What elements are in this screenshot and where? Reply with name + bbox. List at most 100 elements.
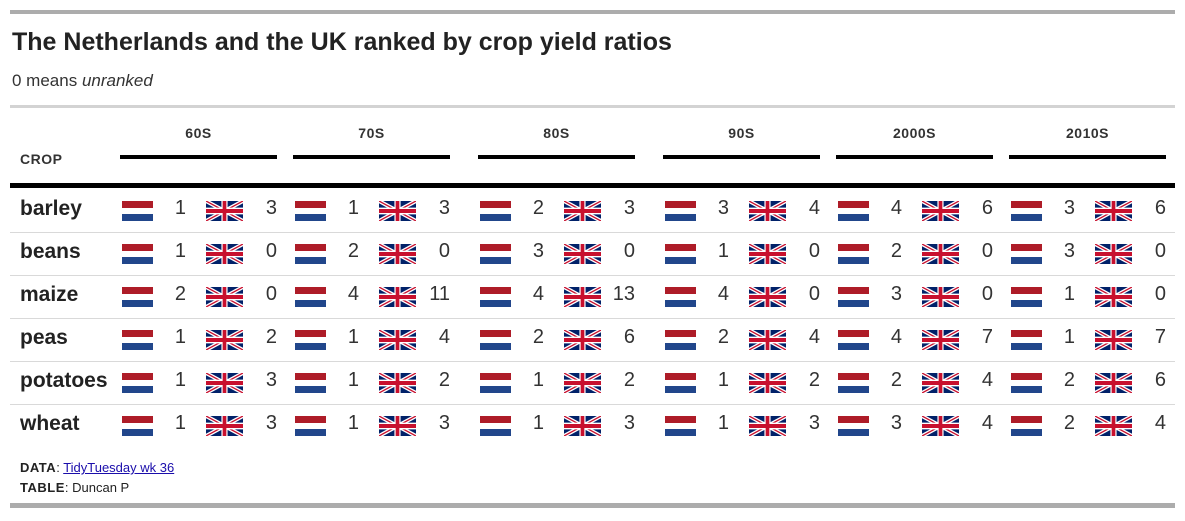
- nl-rank: 1: [1063, 283, 1075, 305]
- uk-rank: 3: [438, 412, 450, 434]
- decade-header: 80S: [543, 125, 570, 141]
- uk-flag-icon: [921, 414, 960, 438]
- uk-flag-icon: [563, 371, 602, 395]
- netherlands-flag-icon: [295, 373, 326, 393]
- uk-flag-icon: [378, 328, 417, 352]
- uk-flag-icon: [378, 242, 417, 266]
- footer-table-label: TABLE: [20, 480, 65, 495]
- uk-rank: 6: [1154, 197, 1166, 219]
- table-row: wheat 1 3 1 3 1 3 1 3 3 4 2 4: [10, 404, 1175, 447]
- netherlands-flag-icon: [122, 287, 153, 307]
- decade-header: 90S: [728, 125, 755, 141]
- uk-rank: 0: [265, 283, 277, 305]
- nl-rank: 1: [347, 369, 359, 391]
- uk-flag-icon: [921, 199, 960, 223]
- uk-rank: 3: [265, 412, 277, 434]
- nl-rank: 1: [347, 326, 359, 348]
- decade-header: 70S: [358, 125, 385, 141]
- uk-rank: 0: [981, 240, 993, 262]
- nl-rank: 4: [347, 283, 359, 305]
- nl-rank: 1: [174, 197, 186, 219]
- netherlands-flag-icon: [295, 287, 326, 307]
- netherlands-flag-icon: [1011, 416, 1042, 436]
- uk-rank: 4: [981, 369, 993, 391]
- uk-flag-icon: [1094, 328, 1133, 352]
- table-row: peas 1 2 1 4 2 6 2 4 4 7 1 7: [10, 318, 1175, 362]
- uk-rank: 4: [808, 326, 820, 348]
- uk-rank: 2: [438, 369, 450, 391]
- uk-rank: 4: [981, 412, 993, 434]
- footer-credit-name: Duncan P: [72, 480, 130, 495]
- uk-rank: 0: [1154, 240, 1166, 262]
- nl-rank: 2: [717, 326, 729, 348]
- nl-rank: 1: [532, 412, 544, 434]
- footer-data-label: DATA: [20, 460, 57, 475]
- netherlands-flag-icon: [665, 330, 696, 350]
- bottom-frame-bar: [10, 503, 1175, 508]
- nl-rank: 3: [717, 197, 729, 219]
- decade-underline: [836, 155, 993, 159]
- nl-rank: 1: [174, 326, 186, 348]
- netherlands-flag-icon: [1011, 201, 1042, 221]
- subtitle-emphasis: unranked: [81, 71, 153, 90]
- uk-flag-icon: [921, 242, 960, 266]
- nl-rank: 3: [890, 283, 902, 305]
- subtitle-divider: [10, 105, 1175, 108]
- uk-flag-icon: [748, 414, 787, 438]
- nl-rank: 1: [347, 197, 359, 219]
- netherlands-flag-icon: [122, 201, 153, 221]
- nl-rank: 1: [1063, 326, 1075, 348]
- uk-flag-icon: [378, 285, 417, 309]
- table-row: potatoes 1 3 1 2 1 2 1 2 2 4 2 6: [10, 361, 1175, 405]
- nl-rank: 1: [717, 412, 729, 434]
- uk-rank: 0: [438, 240, 450, 262]
- uk-rank: 3: [623, 197, 635, 219]
- uk-rank: 3: [438, 197, 450, 219]
- uk-rank: 4: [1154, 412, 1166, 434]
- nl-rank: 3: [1063, 240, 1075, 262]
- uk-rank: 3: [265, 197, 277, 219]
- nl-rank: 3: [890, 412, 902, 434]
- nl-rank: 4: [890, 197, 902, 219]
- nl-rank: 2: [174, 283, 186, 305]
- subtitle-lead: 0 means: [12, 71, 82, 90]
- uk-rank: 0: [981, 283, 993, 305]
- uk-flag-icon: [1094, 199, 1133, 223]
- uk-rank: 4: [438, 326, 450, 348]
- nl-rank: 3: [532, 240, 544, 262]
- uk-rank: 2: [265, 326, 277, 348]
- uk-rank: 3: [808, 412, 820, 434]
- crop-name: barley: [20, 197, 82, 220]
- netherlands-flag-icon: [480, 244, 511, 264]
- top-frame-bar: [10, 10, 1175, 14]
- footer-data-source: DATA: TidyTuesday wk 36: [20, 460, 175, 475]
- uk-rank: 0: [265, 240, 277, 262]
- uk-flag-icon: [921, 328, 960, 352]
- netherlands-flag-icon: [295, 201, 326, 221]
- uk-flag-icon: [748, 199, 787, 223]
- page-subtitle: 0 means unranked: [12, 71, 153, 91]
- decade-header: 2010S: [1066, 125, 1109, 141]
- uk-flag-icon: [748, 371, 787, 395]
- uk-rank: 6: [1154, 369, 1166, 391]
- table-row: barley 1 3 1 3 2 3 3 4 4 6 3 6: [10, 189, 1175, 233]
- netherlands-flag-icon: [838, 287, 869, 307]
- uk-flag-icon: [378, 414, 417, 438]
- uk-flag-icon: [205, 285, 244, 309]
- nl-rank: 2: [890, 369, 902, 391]
- uk-flag-icon: [563, 414, 602, 438]
- header-rule: [10, 183, 1175, 188]
- uk-rank: 0: [623, 240, 635, 262]
- nl-rank: 1: [174, 412, 186, 434]
- netherlands-flag-icon: [122, 373, 153, 393]
- netherlands-flag-icon: [665, 244, 696, 264]
- uk-flag-icon: [1094, 414, 1133, 438]
- netherlands-flag-icon: [665, 416, 696, 436]
- uk-rank: 7: [981, 326, 993, 348]
- nl-rank: 1: [532, 369, 544, 391]
- nl-rank: 1: [717, 240, 729, 262]
- nl-rank: 2: [532, 197, 544, 219]
- tidytuesday-link[interactable]: TidyTuesday wk 36: [63, 460, 175, 475]
- uk-flag-icon: [205, 328, 244, 352]
- decade-underline: [478, 155, 635, 159]
